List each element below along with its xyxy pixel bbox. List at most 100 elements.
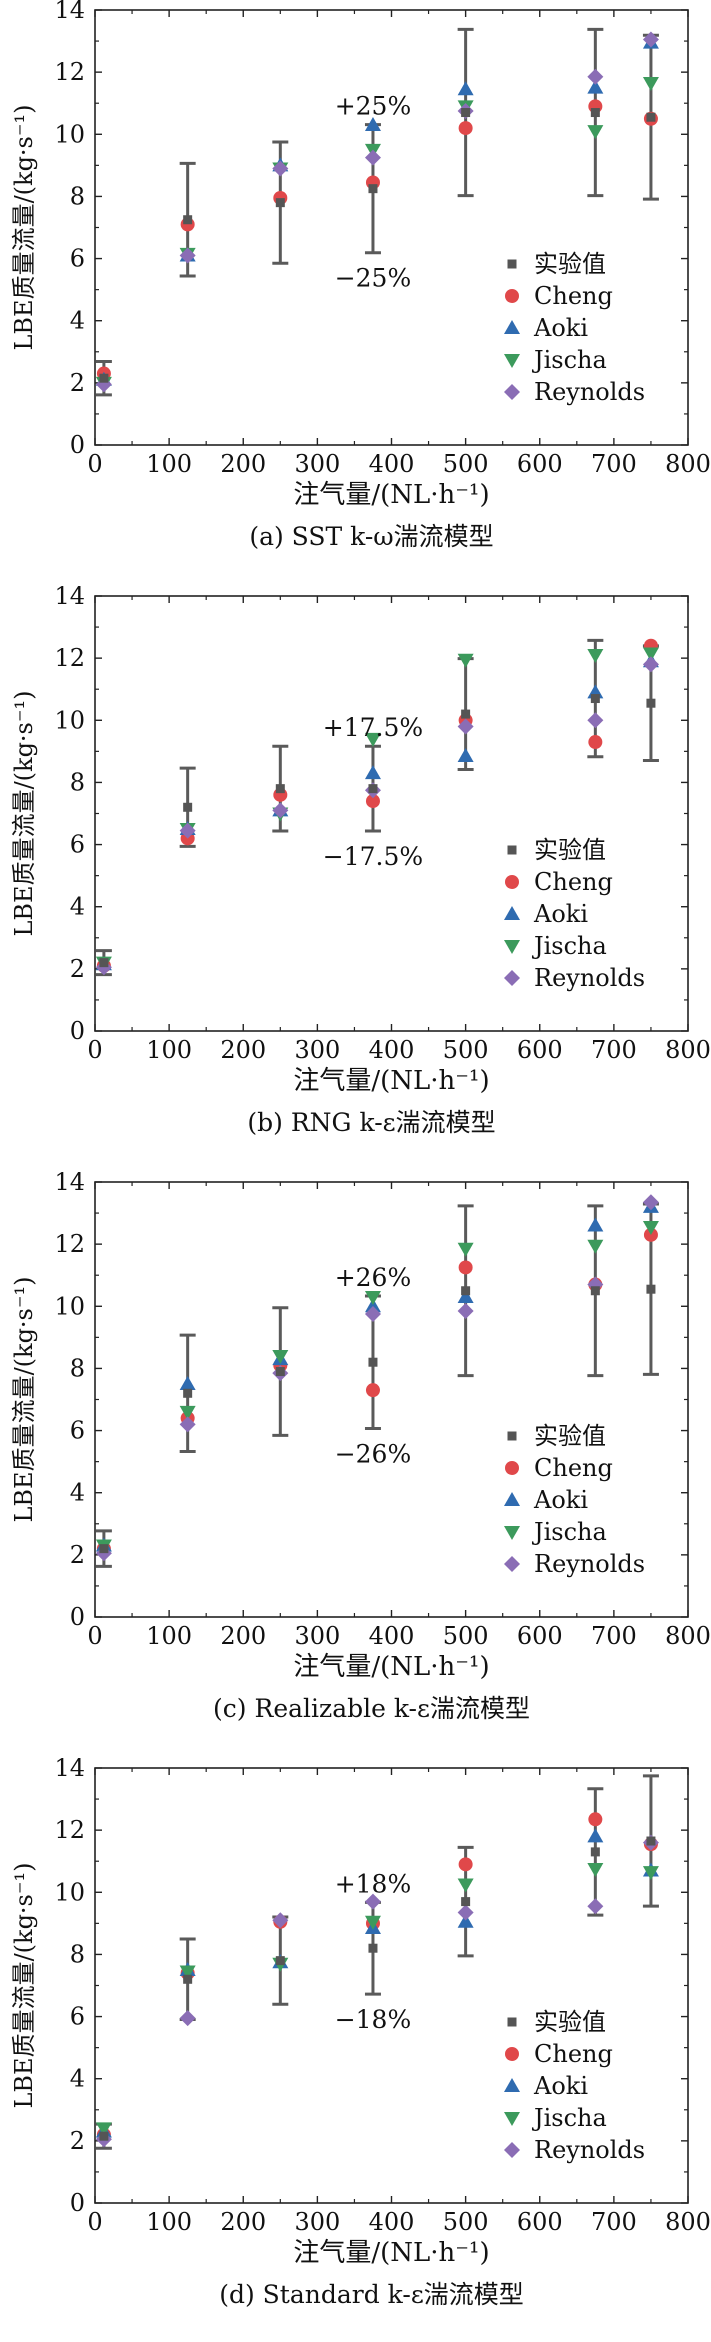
x-tick-label: 600 <box>517 1036 563 1064</box>
y-tick-label: 6 <box>70 245 85 273</box>
y-tick-label: 4 <box>70 893 85 921</box>
legend-marker-square <box>507 2017 517 2027</box>
data-point-square <box>590 1286 600 1296</box>
x-tick-label: 200 <box>220 2208 266 2236</box>
x-tick-label: 700 <box>591 2208 637 2236</box>
x-tick-label: 500 <box>443 1622 489 1650</box>
y-tick-label: 2 <box>70 369 85 397</box>
data-point-diamond <box>642 1194 659 1211</box>
data-point-square <box>461 1286 471 1296</box>
y-tick-label: 4 <box>70 1479 85 1507</box>
x-tick-label: 800 <box>665 1622 711 1650</box>
panel-caption: (a) SST k-ω湍流模型 <box>249 522 493 551</box>
x-tick-label: 200 <box>220 1036 266 1064</box>
legend-label: Reynolds <box>534 964 645 992</box>
data-point-diamond <box>364 149 381 166</box>
data-point-square <box>99 958 109 968</box>
data-point-square <box>646 112 656 122</box>
x-tick-label: 400 <box>369 2208 415 2236</box>
data-point-diamond <box>179 247 196 264</box>
y-axis-label: LBE质量流量/(kg·s⁻¹) <box>10 1862 38 2108</box>
x-axis-label: 注气量/(NL·h⁻¹) <box>293 2238 489 2268</box>
data-point-triangle-up <box>457 748 474 763</box>
y-tick-label: 8 <box>70 768 85 796</box>
data-point-diamond <box>457 1302 474 1319</box>
y-tick-label: 10 <box>54 706 85 734</box>
data-point-triangle-up <box>587 1217 604 1232</box>
data-point-triangle-down <box>642 647 659 662</box>
data-point-square <box>183 1974 193 1984</box>
data-point-circle <box>458 121 473 136</box>
data-point-square <box>275 784 285 794</box>
data-point-square <box>590 694 600 704</box>
legend-marker-triangle-down <box>504 1526 520 1540</box>
data-point-square <box>646 698 656 708</box>
x-tick-label: 600 <box>517 1622 563 1650</box>
data-point-circle <box>588 735 603 750</box>
x-tick-label: 800 <box>665 450 711 478</box>
y-tick-label: 14 <box>54 1754 85 1782</box>
data-point-triangle-down <box>179 1965 196 1980</box>
data-point-diamond <box>272 160 289 177</box>
data-point-square <box>183 215 193 225</box>
legend-marker-circle <box>505 289 519 303</box>
y-axis-label: LBE质量流量/(kg·s⁻¹) <box>10 690 38 936</box>
data-point-triangle-up <box>457 1913 474 1928</box>
legend-marker-triangle-down <box>504 940 520 954</box>
data-point-square <box>183 802 193 812</box>
y-tick-label: 4 <box>70 2065 85 2093</box>
legend-marker-triangle-up <box>504 906 520 920</box>
x-tick-label: 500 <box>443 2208 489 2236</box>
x-tick-label: 100 <box>146 2208 192 2236</box>
annotation-minus: −26% <box>335 1439 412 1468</box>
x-axis-label: 注气量/(NL·h⁻¹) <box>293 1066 489 1096</box>
legend-label: Reynolds <box>534 2136 645 2164</box>
x-tick-label: 300 <box>294 1622 340 1650</box>
x-axis-label: 注气量/(NL·h⁻¹) <box>293 1652 489 1682</box>
chart-panel-2: 0 100 200 300 400 500 600 700 800 0 2 4 6 8 10 12 14 注气量/… <box>10 582 711 1137</box>
data-point-triangle-down <box>587 125 604 140</box>
data-point-diamond <box>272 1912 289 1929</box>
x-tick-label: 100 <box>146 1622 192 1650</box>
x-tick-label: 700 <box>591 1622 637 1650</box>
annotation-minus: −17.5% <box>323 842 423 871</box>
annotation-plus: +17.5% <box>323 713 423 742</box>
data-point-diamond <box>179 822 196 839</box>
legend-label: 实验值 <box>534 1422 606 1450</box>
data-point-square <box>461 1897 471 1907</box>
data-point-circle <box>365 794 380 809</box>
legend-marker-square <box>507 845 517 855</box>
legend-marker-diamond <box>504 2142 520 2158</box>
y-tick-label: 2 <box>70 1541 85 1569</box>
legend-label: Reynolds <box>534 1550 645 1578</box>
data-point-triangle-down <box>179 1405 196 1420</box>
y-tick-label: 2 <box>70 2127 85 2155</box>
legend-marker-circle <box>505 875 519 889</box>
data-point-square <box>646 1836 656 1846</box>
data-point-triangle-down <box>272 1350 289 1364</box>
legend-label: Cheng <box>534 2040 613 2068</box>
data-point-square <box>275 1367 285 1377</box>
legend-marker-diamond <box>504 384 520 400</box>
data-point-triangle-up <box>587 1828 604 1843</box>
data-point-triangle-down <box>364 1915 381 1930</box>
x-tick-label: 0 <box>87 450 102 478</box>
legend-marker-square <box>507 259 517 269</box>
chart-panel-1: 0 100 200 300 400 500 600 700 800 0 2 4 6 8 10 12 14 注气量/… <box>10 0 711 551</box>
x-tick-label: 200 <box>220 1622 266 1650</box>
data-point-diamond <box>587 712 604 729</box>
data-point-square <box>368 1943 378 1953</box>
data-point-diamond <box>587 1898 604 1915</box>
x-tick-label: 600 <box>517 450 563 478</box>
data-point-triangle-up <box>364 116 381 131</box>
legend-label: Jischa <box>531 932 607 960</box>
legend-label: Jischa <box>531 1518 607 1546</box>
annotation-plus: +18% <box>335 1869 412 1898</box>
legend-marker-triangle-up <box>504 2078 520 2092</box>
data-point-triangle-down <box>587 1239 604 1254</box>
y-tick-label: 12 <box>54 1816 85 1844</box>
data-point-diamond <box>272 802 289 819</box>
annotation-minus: −18% <box>335 2005 412 2034</box>
data-point-triangle-down <box>642 1221 659 1236</box>
